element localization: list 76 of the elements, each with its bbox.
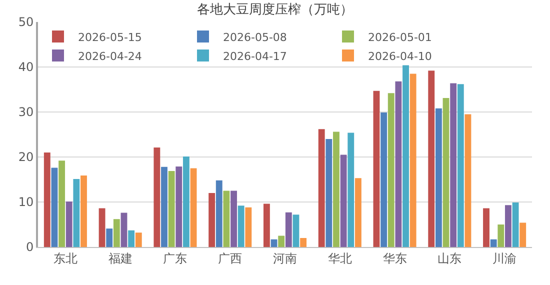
bar [73, 179, 80, 247]
bar [120, 212, 128, 247]
legend-label: 2026-05-08 [223, 30, 287, 44]
bar [168, 170, 175, 247]
bar [182, 156, 190, 247]
bar [66, 202, 72, 247]
bar [154, 148, 160, 247]
bar [80, 175, 87, 247]
bar [380, 112, 388, 247]
bar [354, 178, 362, 247]
bar [238, 206, 244, 247]
bar [278, 236, 285, 247]
y-tick-label: 0 [26, 240, 34, 254]
bar [450, 83, 457, 247]
x-tick-label: 广东 [163, 251, 188, 266]
bar [388, 93, 394, 247]
legend-label: 2026-04-10 [368, 50, 432, 63]
x-tick-label: 福建 [108, 251, 132, 266]
chart-title: 各地大豆周度压榨（万吨） [197, 1, 353, 18]
bar [113, 219, 120, 247]
bar [135, 232, 142, 247]
bar [176, 166, 182, 247]
y-tick-label: 10 [18, 195, 34, 210]
y-tick-label: 50 [18, 15, 34, 30]
bar [348, 132, 354, 247]
bar [373, 90, 380, 247]
y-tick-label: 30 [18, 105, 34, 120]
bar [300, 238, 307, 247]
bar [520, 222, 526, 247]
y-tick-label: 40 [18, 60, 34, 74]
bar [216, 180, 222, 247]
bar [106, 228, 113, 247]
bar [292, 214, 300, 247]
bar [318, 129, 325, 247]
bar [395, 81, 402, 247]
bar [51, 168, 58, 247]
legend-label: 2026-04-24 [78, 50, 142, 63]
bar [512, 202, 519, 247]
x-tick-label: 华东 [382, 251, 407, 266]
bar [402, 65, 409, 247]
x-tick-label: 河南 [273, 251, 297, 266]
y-tick-label: 20 [18, 150, 34, 164]
bar [223, 190, 230, 247]
x-tick-label: 东北 [53, 251, 78, 266]
bar [442, 98, 450, 247]
bar [498, 224, 504, 247]
bar [428, 70, 435, 247]
bar [504, 205, 512, 247]
legend-label: 2026-04-17 [223, 50, 287, 63]
bar [245, 207, 252, 247]
bar [464, 114, 472, 247]
bar [161, 166, 168, 247]
bar [340, 154, 347, 247]
bar [190, 168, 197, 247]
bar [457, 84, 464, 247]
bar [490, 239, 497, 247]
bar [285, 212, 292, 247]
x-tick-label: 山东 [438, 251, 462, 266]
bar [270, 239, 278, 247]
bar [98, 208, 106, 247]
legend-label: 2026-05-01 [368, 30, 432, 44]
x-tick-label: 广西 [218, 251, 242, 266]
bar [128, 230, 135, 247]
bar [208, 193, 216, 247]
bar [435, 108, 442, 247]
bar [410, 74, 416, 247]
x-tick-label: 川渝 [492, 251, 517, 266]
bar [326, 139, 332, 247]
legend-label: 2026-05-15 [78, 30, 142, 44]
bar [230, 190, 237, 247]
bar [44, 152, 50, 247]
bar [483, 208, 490, 247]
bar [333, 132, 340, 247]
bar [58, 160, 66, 247]
x-tick-label: 华北 [328, 251, 352, 266]
bar [263, 204, 270, 247]
